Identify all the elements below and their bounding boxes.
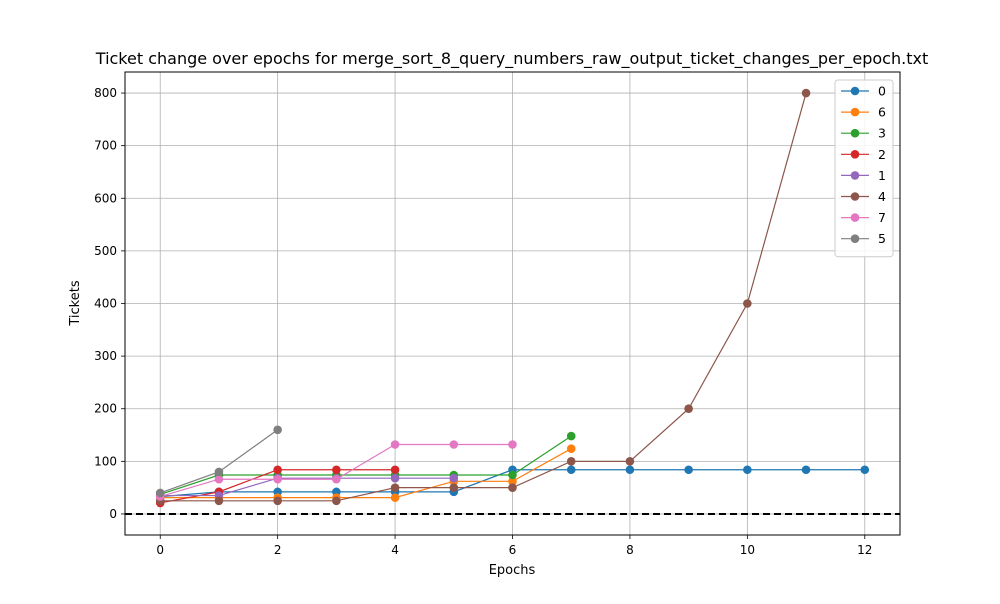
y-tick-label: 600 <box>94 191 117 205</box>
x-tick-label: 2 <box>274 543 282 557</box>
x-tick-label: 10 <box>740 543 755 557</box>
y-axis-ticks: 0 100 200 300 400 500 600 700 800 <box>94 86 125 521</box>
data-point-6 <box>508 477 517 486</box>
data-point-1 <box>390 473 400 483</box>
legend-item-3: 3 <box>841 126 886 141</box>
data-point-3 <box>566 431 576 441</box>
data-point-5 <box>155 488 165 498</box>
data-point-4 <box>390 483 400 492</box>
legend-label: 0 <box>878 84 886 99</box>
legend-label: 4 <box>878 189 886 204</box>
legend-item-6: 6 <box>841 105 886 120</box>
legend-item-0: 0 <box>841 84 886 99</box>
legend-item-1: 1 <box>841 168 886 183</box>
legend-marker <box>850 128 860 138</box>
series-line-6 <box>160 448 572 499</box>
legend-marker <box>850 86 860 96</box>
data-point-0 <box>625 465 635 475</box>
data-point-0 <box>684 465 693 475</box>
data-point-2 <box>273 465 282 475</box>
x-axis-label: Epochs <box>489 563 536 578</box>
data-point-4 <box>743 299 752 308</box>
legend-label: 3 <box>878 126 886 141</box>
data-point-6 <box>566 444 576 454</box>
x-axis-ticks: 0 2 4 6 8 10 12 <box>156 535 872 557</box>
y-tick-label: 800 <box>94 86 117 100</box>
legend-label: 1 <box>878 168 886 183</box>
y-axis-label: Tickets <box>68 280 83 326</box>
legend-label: 7 <box>878 210 886 225</box>
y-tick-label: 700 <box>94 139 117 153</box>
x-tick-label: 4 <box>391 543 399 557</box>
x-tick-label: 6 <box>509 543 517 557</box>
data-point-0 <box>566 465 576 475</box>
data-point-7 <box>332 474 341 484</box>
legend: 0 6 3 2 1 4 7 5 <box>834 79 894 258</box>
data-point-0 <box>860 465 870 475</box>
data-point-4 <box>566 457 576 466</box>
grid <box>125 72 900 535</box>
legend-item-2: 2 <box>841 147 886 162</box>
legend-marker <box>850 234 860 243</box>
data-point-7 <box>273 474 282 484</box>
chart-title: Ticket change over epochs for merge_sort… <box>95 49 928 69</box>
series-line-3 <box>160 435 572 496</box>
data-point-4 <box>332 496 341 506</box>
data-point-4 <box>214 496 224 506</box>
legend-marker <box>850 171 860 180</box>
data-point-4 <box>449 483 459 492</box>
y-tick-label: 0 <box>109 507 117 521</box>
legend-item-4: 4 <box>841 189 886 204</box>
data-point-1 <box>449 473 459 483</box>
data-point-7 <box>508 440 517 449</box>
data-point-4 <box>801 88 811 98</box>
y-tick-label: 500 <box>94 244 117 258</box>
data-point-7 <box>214 474 224 484</box>
data-point-4 <box>508 483 517 492</box>
x-tick-label: 0 <box>156 543 164 557</box>
data-point-2 <box>332 465 341 475</box>
legend-marker <box>850 150 860 159</box>
legend-item-7: 7 <box>841 210 886 225</box>
x-tick-label: 12 <box>857 543 872 557</box>
y-tick-label: 400 <box>94 297 117 311</box>
data-point-6 <box>390 493 400 502</box>
y-tick-label: 100 <box>94 454 117 468</box>
data-point-0 <box>801 465 811 475</box>
data-point-7 <box>390 440 400 449</box>
data-point-5 <box>273 425 282 435</box>
data-point-3 <box>508 470 517 480</box>
data-point-2 <box>390 465 400 475</box>
legend-marker <box>850 192 860 201</box>
series-4 <box>155 88 811 506</box>
data-point-4 <box>273 496 282 506</box>
series-line-4 <box>160 92 807 502</box>
series-layer <box>155 88 870 508</box>
legend-item-5: 5 <box>841 231 886 246</box>
y-tick-label: 200 <box>94 402 117 416</box>
legend-label: 6 <box>878 105 886 120</box>
series-7 <box>155 440 517 501</box>
legend-box <box>834 79 894 258</box>
series-5 <box>155 425 282 498</box>
data-point-7 <box>449 440 459 449</box>
legend-label: 5 <box>878 231 886 246</box>
legend-marker <box>850 107 860 117</box>
data-point-5 <box>214 467 224 477</box>
y-tick-label: 300 <box>94 349 117 363</box>
data-point-4 <box>684 404 693 414</box>
data-point-4 <box>625 457 635 466</box>
legend-marker <box>850 213 860 222</box>
x-tick-label: 8 <box>626 543 634 557</box>
legend-label: 2 <box>878 147 886 162</box>
data-point-0 <box>743 465 752 475</box>
series-line-1 <box>160 477 454 497</box>
